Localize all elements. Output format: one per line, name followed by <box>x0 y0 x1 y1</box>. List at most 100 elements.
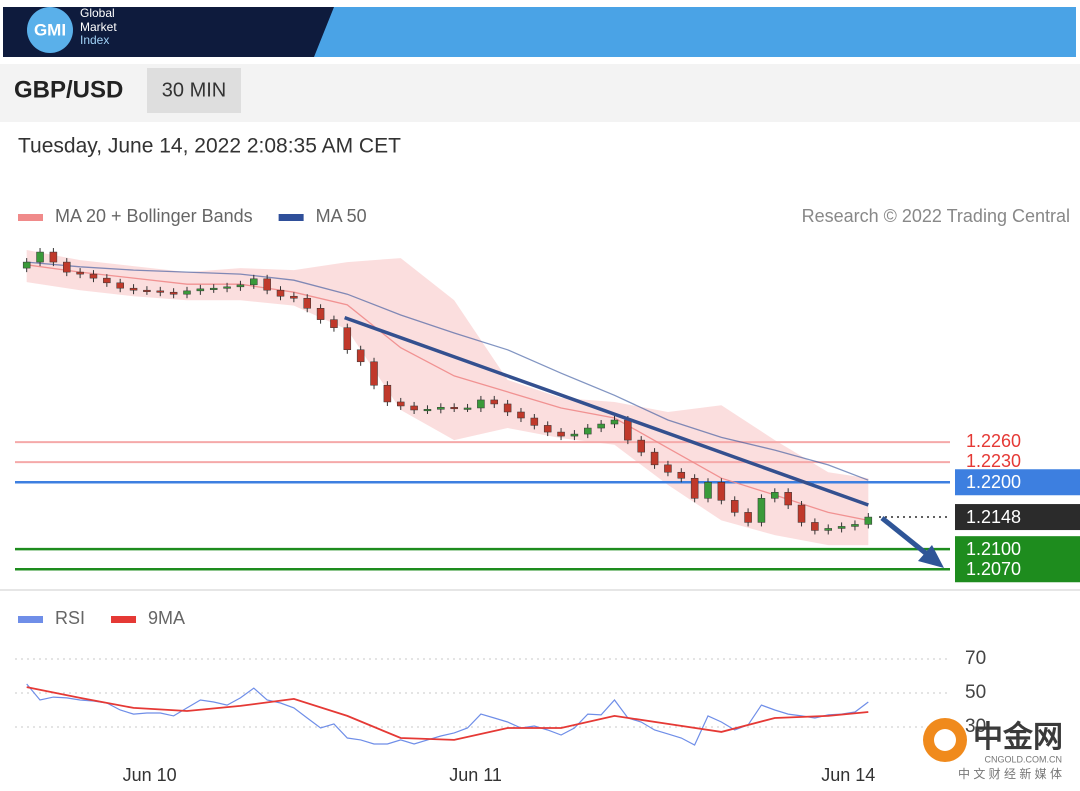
candle-body <box>49 251 58 263</box>
legend-label: MA 20 + Bollinger Bands <box>55 206 253 226</box>
candle-body <box>530 417 539 426</box>
candle-body <box>824 528 832 531</box>
candle-body <box>236 284 245 288</box>
candle-body <box>169 291 178 295</box>
logo-line: Market <box>80 20 117 34</box>
arrow-shaft <box>880 516 930 557</box>
candle-body <box>76 271 84 275</box>
bollinger-band <box>26 250 869 546</box>
candle-body <box>250 278 258 286</box>
candle-body <box>704 482 712 499</box>
x-tick-label: Jun 14 <box>821 765 875 785</box>
logo-circle[interactable] <box>27 7 73 53</box>
candle-body <box>757 498 766 523</box>
candle-body <box>22 261 31 269</box>
legend-swatch <box>18 616 43 623</box>
candle-body <box>784 492 792 506</box>
candle-body <box>437 407 445 410</box>
header-bar <box>300 7 1076 57</box>
watermark-logo-inner <box>934 729 956 751</box>
candle-body <box>89 273 98 279</box>
watermark-name: 中金网 <box>973 720 1063 754</box>
candle-body <box>570 433 579 437</box>
candle-body <box>303 297 311 309</box>
legend-label: MA 50 <box>316 206 367 226</box>
candle-body <box>316 308 325 320</box>
watermark: 中金网 CNGOLD.COM.CN 中 文 财 经 新 媒 体 <box>923 718 1063 781</box>
candle-body <box>183 290 191 295</box>
trendline <box>344 315 869 507</box>
candle-body <box>129 287 138 291</box>
candle-body <box>677 471 686 479</box>
rsi-line <box>26 683 869 746</box>
rsi-line <box>26 686 869 741</box>
watermark-url: CNGOLD.COM.CN <box>984 754 1062 764</box>
candle-body <box>744 512 752 523</box>
candle-body <box>543 425 552 433</box>
logo-text[interactable]: GMI <box>34 20 66 39</box>
candle-body <box>450 407 458 410</box>
logo-line: Global <box>80 6 115 20</box>
candle-body <box>223 286 231 289</box>
legend-label: RSI <box>55 608 85 628</box>
candle-body <box>477 399 485 409</box>
candle-body <box>771 492 779 499</box>
timestamp: Tuesday, June 14, 2022 2:08:35 AM CET <box>18 135 401 158</box>
candle-body <box>624 419 632 441</box>
candle-body <box>343 327 352 351</box>
x-tick-label: Jun 10 <box>123 765 177 785</box>
candle-body <box>664 464 672 473</box>
credit: Research © 2022 Trading Central <box>802 206 1070 226</box>
candle-body <box>143 289 151 292</box>
interval-button[interactable] <box>147 68 241 113</box>
candle-body <box>811 522 819 531</box>
candle-body <box>717 482 726 501</box>
level-label: 1.2200 <box>966 472 1021 492</box>
level-label: 1.2148 <box>966 507 1021 527</box>
y-tick-label: 70 <box>965 648 986 669</box>
candle-body <box>597 423 605 429</box>
candle-body <box>116 282 124 289</box>
level-label-box <box>955 469 1080 496</box>
x-tick-label: Jun 11 <box>449 765 502 785</box>
y-tick-label: 30 <box>965 716 986 737</box>
candle-body <box>103 277 111 284</box>
candle-body <box>209 287 218 290</box>
logo-line: Index <box>80 33 109 47</box>
candle-body <box>290 295 298 299</box>
candle-body <box>410 405 418 411</box>
candle-body <box>584 427 592 435</box>
candle-body <box>36 251 44 263</box>
header-brand <box>3 7 334 57</box>
candle-body <box>490 399 499 405</box>
candle-body <box>557 431 565 437</box>
candle-body <box>383 384 392 403</box>
level-label: 1.2100 <box>966 539 1021 559</box>
legend-label: 9MA <box>148 608 185 628</box>
candle-body <box>837 526 846 529</box>
watermark-tagline: 中 文 财 经 新 媒 体 <box>958 766 1062 781</box>
candle-body <box>503 403 512 413</box>
candle-body <box>63 261 71 273</box>
candle-body <box>423 409 432 412</box>
candle-body <box>156 290 165 293</box>
candle-body <box>396 401 405 407</box>
y-tick-label: 50 <box>965 682 986 703</box>
candle-body <box>864 516 873 525</box>
legend-swatch <box>18 214 43 221</box>
candle-body <box>517 411 525 419</box>
level-label: 1.2230 <box>966 451 1021 471</box>
interval-label[interactable]: 30 MIN <box>162 79 226 101</box>
candle-body <box>610 419 619 425</box>
legend-swatch <box>111 616 137 623</box>
ma-line <box>26 261 869 481</box>
candle-body <box>650 451 659 466</box>
candle-body <box>797 504 806 523</box>
arrow-head <box>918 545 944 568</box>
candle-body <box>637 439 645 453</box>
level-label: 1.2070 <box>966 559 1021 579</box>
candle-body <box>196 288 205 292</box>
candle-body <box>276 289 285 297</box>
